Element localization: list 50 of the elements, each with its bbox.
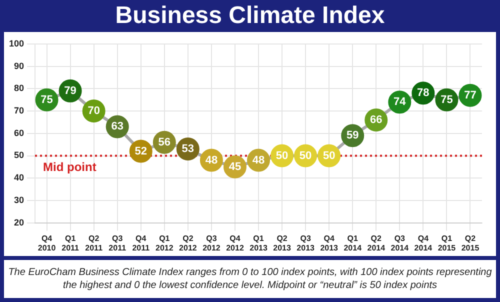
y-tick-label: 50 — [14, 150, 24, 160]
x-tick-label: Q4 2011 — [132, 234, 150, 252]
x-tick-label: Q4 2013 — [320, 234, 339, 252]
y-tick-label: 100 — [8, 38, 24, 48]
data-label: 70 — [88, 105, 100, 118]
data-label: 79 — [64, 84, 76, 97]
y-tick-label: 90 — [14, 60, 24, 71]
x-tick-label: Q3 2012 — [202, 234, 221, 252]
data-label: 45 — [228, 160, 242, 173]
data-label: 74 — [394, 96, 407, 108]
data-label: 75 — [40, 94, 53, 106]
x-tick-label: Q3 2014 — [390, 234, 410, 252]
y-tick-label: 70 — [14, 106, 24, 116]
x-tick-label: Q4 2012 — [226, 234, 244, 252]
y-tick-label: 60 — [14, 128, 24, 138]
data-label: 52 — [134, 145, 148, 158]
data-label: 78 — [417, 87, 430, 100]
x-tick-label: Q1 2015 — [438, 234, 456, 252]
x-tick-label: Q2 2014 — [367, 234, 386, 252]
data-label: 66 — [370, 114, 382, 126]
x-tick-label: Q1 2012 — [156, 234, 174, 252]
y-tick-label: 80 — [14, 83, 24, 94]
y-tick-label: 20 — [14, 217, 24, 228]
x-tick-label: Q1 2014 — [344, 234, 362, 252]
data-label: 53 — [182, 143, 194, 156]
x-tick-label: Q4 2010 — [38, 234, 56, 252]
text: The EuroCham Business Climate Index ranges from 0 to 100 index points, with 100 index points representing the highest and 0 the lowest confidence level. Midpoint or “neutral” is 50 index points — [8, 266, 492, 292]
data-label: 75 — [440, 94, 453, 106]
x-tick-label: Q3 2013 — [296, 234, 316, 252]
data-label: 50 — [276, 150, 288, 162]
x-tick-label: Q1 2013 — [250, 234, 268, 252]
x-tick-label: Q1 2011 — [62, 234, 80, 252]
data-label: 48 — [205, 154, 218, 166]
data-label: 50 — [299, 150, 312, 162]
data-label: 50 — [322, 150, 336, 162]
data-label: 63 — [111, 120, 124, 133]
x-tick-label: Q2 2015 — [461, 234, 480, 252]
data-label: 56 — [158, 136, 171, 148]
x-tick-label: Q4 2014 — [414, 234, 433, 252]
data-label: 48 — [252, 154, 265, 166]
y-tick-label: 40 — [14, 172, 24, 183]
x-tick-label: Q3 2011 — [108, 234, 127, 252]
x-tick-label: Q2 2011 — [85, 234, 104, 252]
data-label: 77 — [464, 89, 476, 102]
data-label: 59 — [346, 130, 359, 142]
x-tick-label: Q2 2012 — [179, 234, 198, 252]
y-tick-label: 30 — [14, 194, 24, 205]
chart-title: Business Climate Index — [114, 1, 386, 31]
x-tick-label: Q2 2013 — [273, 234, 292, 252]
ref-line-label: Mid point — [43, 160, 96, 174]
